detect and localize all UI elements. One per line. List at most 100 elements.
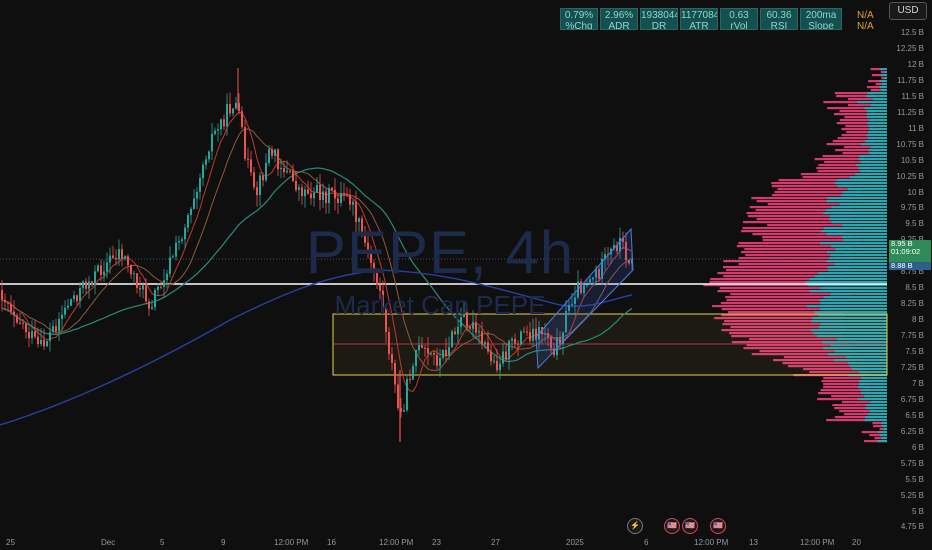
candle-body xyxy=(589,279,591,285)
candle-body xyxy=(157,286,159,290)
profile-bar-down xyxy=(861,431,882,434)
price-tick-label: 5 B xyxy=(911,506,924,516)
profile-bar-up xyxy=(826,200,887,203)
profile-bar-down xyxy=(783,356,863,359)
candle-body xyxy=(232,108,234,114)
candle-body xyxy=(1,290,3,300)
candle-body xyxy=(214,130,216,134)
candle-body xyxy=(7,302,9,304)
candle-body xyxy=(37,336,39,345)
price-tick-label: 10.75 B xyxy=(896,139,924,149)
us-flag-event-icon-2[interactable]: 🇺🇸 xyxy=(682,518,698,534)
bar-countdown: 01:09:02 xyxy=(891,247,921,256)
profile-bar-up xyxy=(852,368,887,371)
time-tick-label: 2025 xyxy=(566,538,584,547)
price-tick-label: 12.5 B xyxy=(900,28,924,37)
profile-bar-up xyxy=(842,239,887,242)
profile-bar-down xyxy=(821,380,871,383)
profile-bar-down xyxy=(744,248,857,251)
profile-bar-up xyxy=(849,365,887,368)
profile-bar-up xyxy=(859,371,887,374)
profile-bar-down xyxy=(749,206,854,209)
profile-bar-down xyxy=(751,353,852,356)
profile-bar-up xyxy=(833,359,887,362)
candle-body xyxy=(628,260,630,264)
candle-body xyxy=(430,353,432,355)
candle-body xyxy=(199,178,201,192)
profile-bar-up xyxy=(820,308,887,311)
profile-bar-up xyxy=(842,191,887,194)
profile-bar-up xyxy=(831,245,887,248)
profile-bar-up xyxy=(829,215,887,218)
profile-bar-down xyxy=(703,284,840,287)
profile-bar-down xyxy=(749,338,857,341)
profile-bar-up xyxy=(814,311,887,314)
profile-bar-up xyxy=(809,278,887,281)
time-tick-label: 5 xyxy=(160,538,165,547)
candle-body xyxy=(166,273,168,281)
candle-body xyxy=(277,149,279,170)
profile-bar-down xyxy=(767,224,861,227)
last-price-value: 8.95 B xyxy=(891,239,913,248)
us-flag-event-icon-1[interactable]: 🇺🇸 xyxy=(664,518,680,534)
time-tick-label: 23 xyxy=(432,538,441,547)
profile-bar-down xyxy=(817,398,870,401)
profile-bar-up xyxy=(871,104,887,107)
candle-body xyxy=(481,331,483,345)
candle-body xyxy=(235,102,237,109)
candle-body xyxy=(544,333,546,335)
profile-bar-up xyxy=(820,230,887,233)
profile-bar-up xyxy=(868,128,887,131)
candle-body xyxy=(466,312,468,327)
stat-rvol: 0.63 rVol xyxy=(720,8,758,30)
profile-bar-up xyxy=(830,254,887,257)
profile-bar-up xyxy=(869,410,887,413)
time-tick-label: 25 xyxy=(6,538,15,547)
profile-bar-up xyxy=(860,170,887,173)
profile-bar-up xyxy=(870,401,887,404)
candle-body xyxy=(625,241,627,261)
candle-body xyxy=(97,265,99,272)
lightning-event-icon[interactable]: ⚡ xyxy=(627,518,643,534)
stats-bar: 0.79% %Chg 2.96% ADR 1938044 DR 1177084 ATR 0.63… xyxy=(560,8,842,30)
us-flag-event-icon-3[interactable]: 🇺🇸 xyxy=(710,518,726,534)
candle-body xyxy=(535,328,537,340)
price-tick-label: 11.25 B xyxy=(897,107,924,117)
profile-bar-up xyxy=(835,248,887,251)
ma-long-line xyxy=(0,269,633,426)
currency-button[interactable]: USD xyxy=(889,2,927,20)
candle-body xyxy=(349,195,351,205)
candle-body xyxy=(514,338,516,344)
price-tick-label: 5.75 B xyxy=(900,458,924,468)
candle-body xyxy=(49,331,51,342)
profile-bar-up xyxy=(818,314,887,317)
candle-body xyxy=(100,265,102,276)
candle-body xyxy=(469,326,471,329)
candle-body xyxy=(208,151,210,160)
demand-zone-box xyxy=(332,313,888,376)
profile-bar-up xyxy=(818,326,887,329)
profile-bar-up xyxy=(866,113,887,116)
profile-bar-up xyxy=(842,236,887,239)
candle-body xyxy=(238,102,240,112)
profile-bar-up xyxy=(868,125,887,128)
profile-bar-down xyxy=(826,419,874,422)
profile-bar-down xyxy=(729,332,843,335)
candle-body xyxy=(76,295,78,302)
candle-body xyxy=(94,271,96,286)
profile-bar-down xyxy=(752,233,851,236)
profile-bar-down xyxy=(745,254,854,257)
candle-body xyxy=(586,284,588,286)
profile-bar-up xyxy=(866,134,887,137)
profile-bar-down xyxy=(863,440,882,443)
profile-bar-down xyxy=(714,317,843,320)
candle-body xyxy=(421,345,423,348)
profile-bar-down xyxy=(834,92,876,95)
profile-bar-down xyxy=(836,122,876,125)
profile-bar-up xyxy=(856,164,887,167)
profile-bar-up xyxy=(818,272,887,275)
profile-bar-down xyxy=(842,152,877,155)
candle-body xyxy=(274,149,276,156)
candle-body xyxy=(463,312,465,318)
